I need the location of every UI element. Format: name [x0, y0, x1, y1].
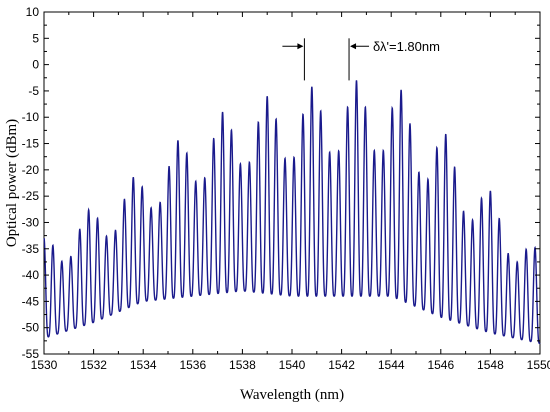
- x-tick-label: 1536: [179, 358, 206, 372]
- x-axis-title: Wavelength (nm): [240, 387, 344, 403]
- x-tick-label: 1550: [527, 358, 550, 372]
- y-tick-label: -45: [22, 294, 40, 308]
- y-tick-label: -5: [28, 84, 39, 98]
- y-tick-label: -15: [22, 137, 40, 151]
- x-tick-label: 1530: [31, 358, 58, 372]
- x-tick-label: 1542: [328, 358, 355, 372]
- y-tick-label: -25: [22, 189, 40, 203]
- y-tick-label: 10: [26, 5, 40, 19]
- annotation-label: δλ'=1.80nm: [373, 39, 440, 54]
- x-tick-label: 1532: [80, 358, 107, 372]
- y-tick-label: -55: [22, 347, 40, 361]
- y-tick-label: 5: [32, 31, 39, 45]
- annotation-arrowhead-right: [350, 43, 357, 50]
- x-tick-label: 1534: [130, 358, 157, 372]
- y-tick-label: -30: [22, 215, 40, 229]
- y-tick-label: -40: [22, 268, 40, 282]
- y-tick-label: 0: [32, 58, 39, 72]
- x-tick-label: 1548: [477, 358, 504, 372]
- spectrum-line: [43, 80, 541, 345]
- x-tick-label: 1544: [378, 358, 405, 372]
- y-tick-label: -10: [22, 110, 40, 124]
- x-tick-label: 1538: [229, 358, 256, 372]
- x-tick-label: 1540: [279, 358, 306, 372]
- annotation-arrowhead-left: [297, 43, 304, 50]
- x-tick-label: 1546: [427, 358, 454, 372]
- y-tick-label: -20: [22, 163, 40, 177]
- y-tick-label: -50: [22, 321, 40, 335]
- y-axis-title: Optical power (dBm): [4, 119, 20, 247]
- y-tick-label: -35: [22, 242, 40, 256]
